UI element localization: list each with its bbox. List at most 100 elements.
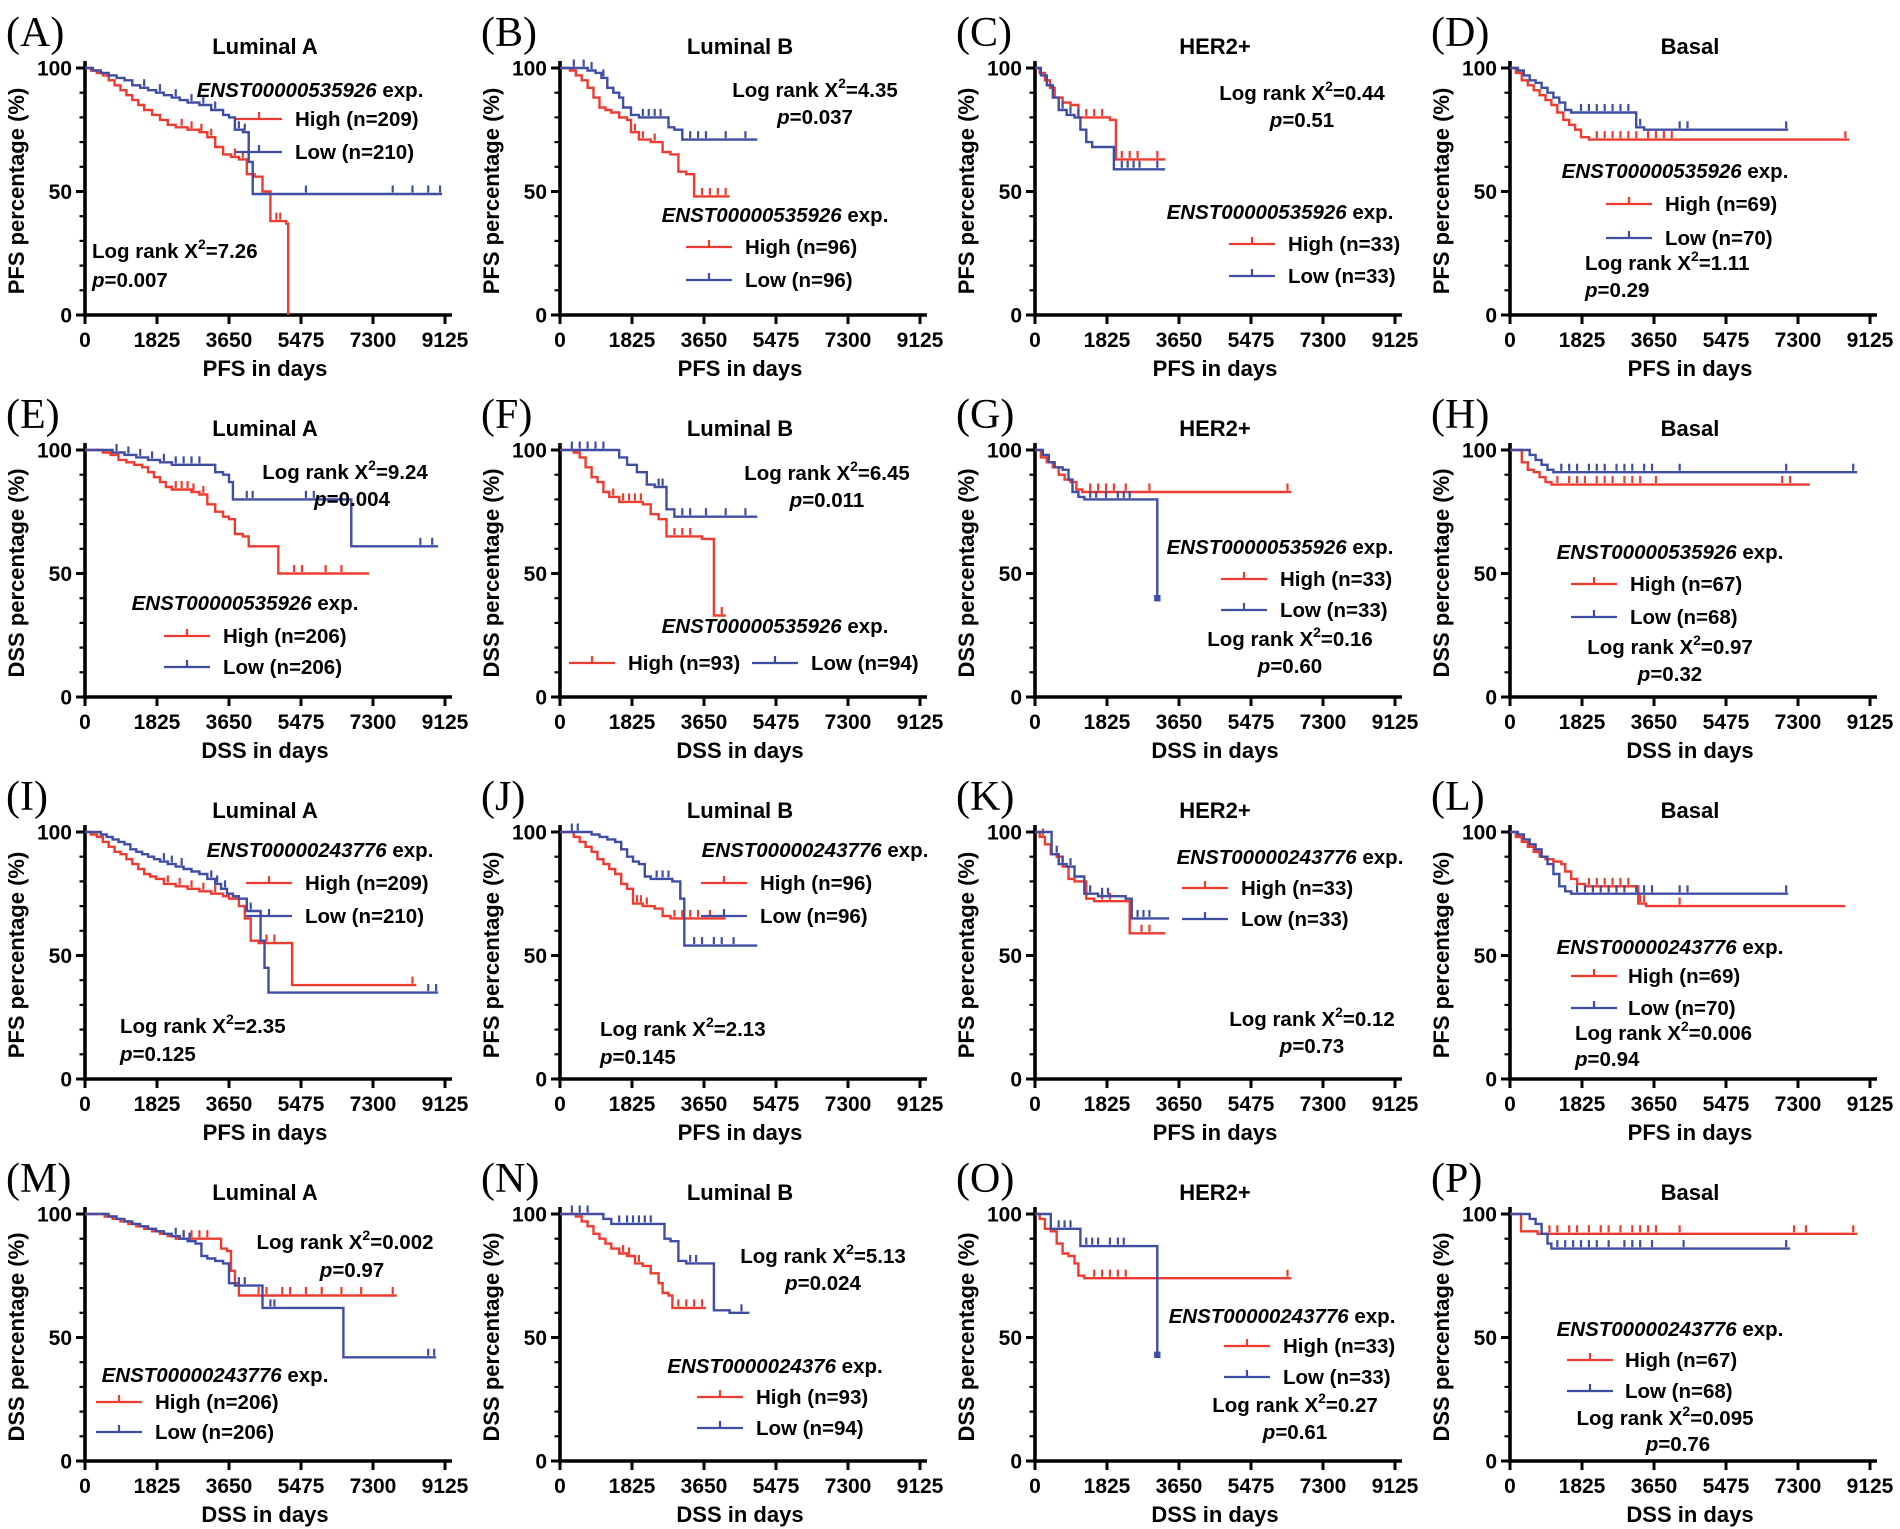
x-tick-label: 7300 [350,329,397,352]
legend-high-label: High (n=33) [1288,233,1400,256]
legend-high-label: High (n=33) [1241,877,1353,900]
km-curve-high [85,1212,397,1297]
x-tick-label: 9125 [1372,711,1419,734]
km-curve-high [1035,448,1292,494]
y-tick-label: 100 [512,822,547,845]
x-tick-label: 3650 [1156,711,1203,734]
km-panel-n: (N) Luminal B DSS in days DSS percentage (%… [475,1146,950,1528]
x-tick-label: 5475 [1228,711,1275,734]
legend-low-label: Low (n=33) [1241,908,1349,931]
km-curve-low [560,66,758,141]
x-tick-label: 1825 [134,711,181,734]
x-tick-label: 3650 [206,329,253,352]
x-axis-label: PFS in days [1628,356,1753,381]
x-tick-label: 1825 [134,329,181,352]
x-tick-label: 0 [554,1475,566,1498]
logrank-chi-text: Log rank X2=0.006 [1575,1018,1752,1045]
x-tick-label: 5475 [1228,1093,1275,1116]
y-tick-label: 0 [1010,305,1022,328]
x-tick-label: 7300 [825,1093,872,1116]
y-axis-label: DSS percentage (%) [1429,1232,1454,1441]
y-axis-label: PFS percentage (%) [4,88,29,295]
x-tick-label: 9125 [422,1093,469,1116]
x-tick-label: 7300 [350,1475,397,1498]
y-tick-label: 50 [524,563,547,586]
km-curve-low [85,448,439,548]
x-tick-label: 5475 [1703,1475,1750,1498]
gene-label: ENST00000535926 exp. [1167,201,1394,224]
gene-label: ENST00000243776 exp. [1169,1305,1396,1328]
x-tick-label: 9125 [1372,1475,1419,1498]
p-value-text: p=0.037 [776,106,853,129]
panel-title: Luminal B [687,34,793,59]
panel-letter: (P) [1431,1156,1482,1202]
x-tick-label: 1825 [1559,711,1606,734]
y-axis-label: DSS percentage (%) [1429,468,1454,677]
y-tick-label: 0 [535,1069,547,1092]
x-tick-label: 3650 [206,711,253,734]
panel-letter: (D) [1431,10,1489,56]
y-tick-label: 50 [49,1327,72,1350]
logrank-chi-text: Log rank X2=2.13 [600,1014,766,1041]
p-value-text: p=0.145 [599,1046,676,1069]
logrank-chi-text: Log rank X2=0.095 [1576,1403,1753,1430]
x-tick-label: 9125 [1847,329,1894,352]
logrank-chi-text: Log rank X2=0.002 [256,1227,433,1254]
x-tick-label: 1825 [1559,329,1606,352]
x-tick-label: 5475 [1703,711,1750,734]
y-axis-label: PFS percentage (%) [1429,852,1454,1059]
x-tick-label: 5475 [753,329,800,352]
x-tick-label: 5475 [278,1475,325,1498]
km-plot-svg: (G) HER2+ DSS in days DSS percentage (%) 0 18… [954,392,1419,763]
km-curve-low [1035,830,1170,920]
gene-label: ENST00000243776 exp. [102,1364,329,1387]
x-axis-label: DSS in days [1626,738,1753,763]
x-tick-label: 1825 [1084,1475,1131,1498]
x-tick-label: 1825 [1084,711,1131,734]
km-panel-h: (H) Basal DSS in days DSS percentage (%) 0 18… [1425,382,1900,764]
x-axis-label: PFS in days [1153,356,1278,381]
panel-letter: (C) [956,10,1012,56]
legend-high-label: High (n=67) [1625,1349,1737,1372]
km-curve-low [560,448,758,518]
y-tick-label: 50 [999,563,1022,586]
panel-title: Luminal B [687,1180,793,1205]
y-axis-label: DSS percentage (%) [4,1232,29,1441]
x-axis-label: PFS in days [1628,1120,1753,1145]
y-axis-label: PFS percentage (%) [954,88,979,295]
km-plot-svg: (D) Basal PFS in days PFS percentage (%) 0 18… [1429,10,1894,381]
km-curve-high [1035,1212,1292,1280]
x-axis-label: DSS in days [1151,738,1278,763]
legend-low-label: Low (n=206) [155,1421,274,1444]
legend-high-label: High (n=209) [295,108,419,131]
x-tick-label: 9125 [422,711,469,734]
x-tick-label: 9125 [897,1475,944,1498]
panel-letter: (I) [6,774,48,820]
x-tick-label: 7300 [1300,1093,1347,1116]
p-value-text: p=0.32 [1637,663,1702,686]
y-tick-label: 0 [1485,1069,1497,1092]
panel-letter: (B) [481,10,537,56]
km-panel-k: (K) HER2+ PFS in days PFS percentage (%) 0 18… [950,764,1425,1146]
y-axis-label: PFS percentage (%) [479,852,504,1059]
x-tick-label: 1825 [1559,1093,1606,1116]
y-tick-label: 100 [987,440,1022,463]
legend-low-label: Low (n=68) [1630,606,1738,629]
x-tick-label: 3650 [1631,1475,1678,1498]
km-curve-low [1510,66,1789,131]
x-tick-label: 7300 [1775,1093,1822,1116]
p-value-text: p=0.125 [119,1043,196,1066]
km-curve-low [1035,448,1159,599]
panel-letter: (F) [481,392,532,438]
x-tick-label: 9125 [1847,711,1894,734]
gene-label: ENST00000243776 exp. [207,839,434,862]
panel-title: Luminal A [212,798,318,823]
x-tick-label: 0 [554,711,566,734]
p-value-text: p=0.011 [789,489,865,512]
km-curve-high [85,448,370,575]
panel-letter: (K) [956,774,1014,820]
legend-low-label: Low (n=70) [1628,997,1736,1020]
p-value-text: p=0.004 [313,488,390,511]
legend-low-label: Low (n=96) [760,905,868,928]
km-curve-high [560,66,730,198]
